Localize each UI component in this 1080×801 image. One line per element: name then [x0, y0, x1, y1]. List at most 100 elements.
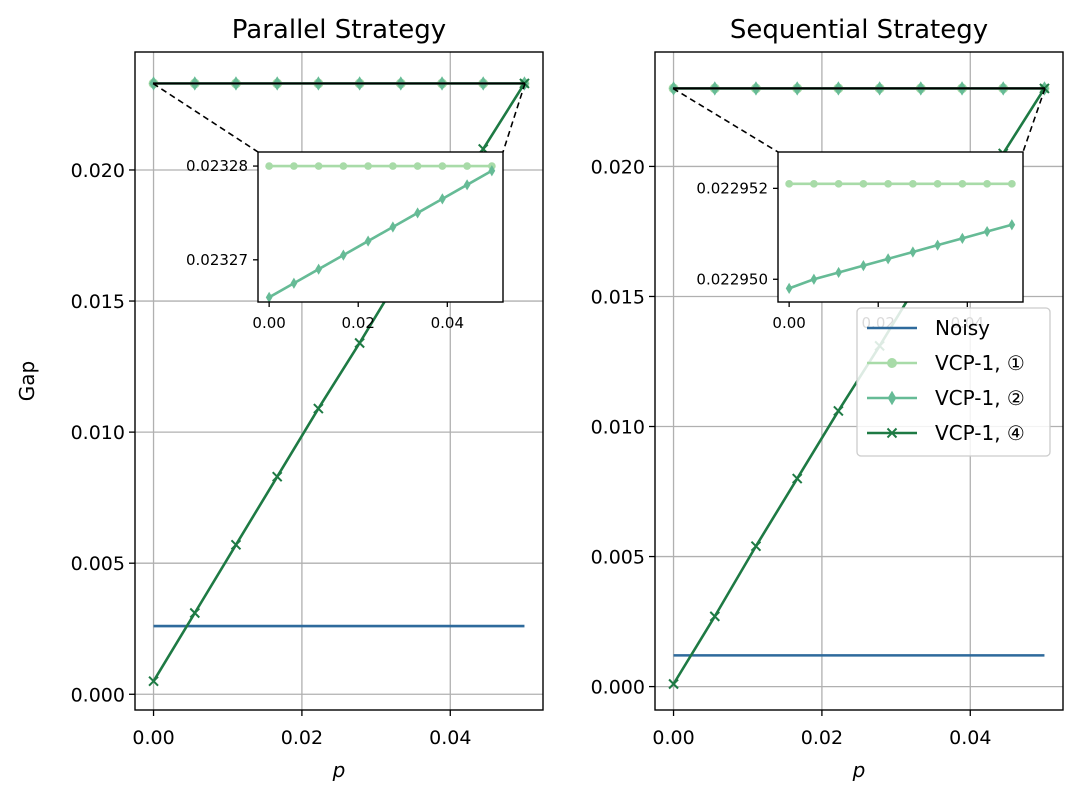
data-point: [488, 165, 496, 177]
chart-title: Parallel Strategy: [232, 15, 446, 45]
legend-label: VCP-1, ②: [935, 386, 1025, 410]
data-point: [414, 207, 421, 219]
legend-label: VCP-1, ①: [935, 351, 1025, 375]
data-point: [364, 162, 372, 170]
ticks: 0.00 0.02 0.04 0.000 0.005 0.010 0.015 0.020: [591, 156, 992, 749]
data-point: [983, 225, 991, 238]
data-point: [230, 539, 242, 551]
x-tick-label: 0.04: [429, 727, 471, 749]
y-tick-label: 0.015: [71, 291, 125, 313]
x-tick-label: 0.00: [132, 727, 174, 749]
sequential-strategy-panel: 0.00 0.02 0.04 0.000 0.005 0.010 0.015 0.020 Se…: [591, 15, 1064, 782]
x-tick-label: 0.04: [949, 727, 991, 749]
data-point: [313, 403, 324, 414]
x-tick-label: 0.02: [801, 727, 843, 749]
data-point: [835, 266, 842, 279]
data-point: [668, 678, 679, 690]
inset-y-tick-label: 0.022952: [696, 179, 768, 197]
data-point: [413, 162, 422, 170]
data-point: [886, 427, 898, 439]
data-point: [709, 611, 720, 622]
data-point: [934, 239, 941, 251]
data-point: [315, 263, 322, 275]
legend-label: Noisy: [935, 316, 990, 340]
data-point: [314, 162, 323, 170]
y-tick-label: 0.010: [71, 422, 125, 444]
data-point: [290, 277, 298, 289]
inset-frame: [257, 151, 504, 303]
ticks: 0.00 0.02 0.04 0.000 0.005 0.010 0.015 0.020: [71, 160, 472, 749]
axes-frame: [134, 51, 544, 711]
inset-y-tick-label: 0.02327: [186, 251, 248, 269]
data-point: [834, 179, 843, 188]
zoom-connector: [672, 87, 779, 153]
inset-x-tick-label: 0.00: [252, 314, 285, 332]
data-point: [958, 179, 967, 188]
data-point: [909, 246, 917, 258]
data-point: [810, 273, 818, 285]
data-point: [265, 162, 273, 170]
x-axis-label: p: [332, 758, 346, 782]
data-point: [148, 675, 159, 687]
legend-label: VCP-1, ④: [935, 421, 1025, 445]
data-point: [389, 162, 397, 170]
y-tick-label: 0.000: [591, 677, 645, 699]
data-point: [785, 179, 793, 188]
inset-y-tick-label: 0.02328: [186, 157, 248, 175]
data-point: [860, 260, 867, 272]
inset-frame: [777, 151, 1024, 303]
data-point: [340, 249, 347, 261]
legend-frame: [856, 307, 1051, 457]
zoom-indicator: [672, 87, 1046, 153]
y-tick-label: 0.015: [591, 286, 645, 308]
y-tick-label: 0.020: [71, 160, 125, 182]
data-point: [339, 162, 348, 170]
axes-frame: [654, 51, 1064, 711]
data-point: [438, 162, 447, 170]
y-tick-label: 0.000: [71, 684, 125, 706]
x-tick-label: 0.00: [652, 727, 694, 749]
inset-y-tick-label: 0.022950: [696, 270, 768, 288]
inset-x-tick-label: 0.02: [342, 314, 375, 332]
data-point: [833, 405, 844, 417]
data-point: [439, 193, 446, 205]
parallel-strategy-panel: 0.00 0.02 0.04 0.000 0.005 0.010 0.015 0.020 Pa…: [15, 15, 544, 782]
inset-x-tick-label: 0.04: [431, 314, 464, 332]
zoom-indicator: [152, 82, 526, 153]
data-point: [290, 162, 298, 170]
data-point: [463, 179, 471, 191]
data-point: [354, 337, 365, 349]
zoom-connector: [502, 83, 526, 153]
data-point: [959, 232, 966, 244]
data-point: [189, 607, 200, 619]
data-point: [933, 179, 942, 188]
series-line: [268, 169, 493, 299]
data-point: [750, 540, 762, 552]
inset-x-tick-label: 0.00: [772, 314, 805, 332]
x-tick-label: 0.02: [281, 727, 323, 749]
data-point: [1008, 219, 1016, 231]
y-axis-label: Gap: [15, 361, 39, 401]
data-point: [364, 235, 372, 247]
chart-title: Sequential Strategy: [730, 15, 988, 45]
x-axis-label: p: [852, 758, 866, 782]
data-point: [810, 179, 818, 188]
y-tick-label: 0.005: [71, 553, 125, 575]
data-point: [463, 162, 471, 170]
data-point: [265, 291, 273, 303]
y-tick-label: 0.005: [591, 547, 645, 569]
data-point: [785, 282, 793, 294]
zoom-connector: [1022, 88, 1046, 153]
legend: Noisy VCP-1, ① VCP-1, ② VCP-1, ④: [856, 307, 1051, 457]
y-tick-label: 0.010: [591, 417, 645, 439]
data-point: [983, 179, 991, 188]
data-point: [887, 358, 897, 368]
data-point: [887, 390, 897, 406]
inset-background: [258, 152, 503, 302]
data-point: [271, 471, 283, 482]
data-point: [884, 179, 892, 188]
data-point: [389, 221, 397, 233]
data-point: [859, 179, 868, 188]
